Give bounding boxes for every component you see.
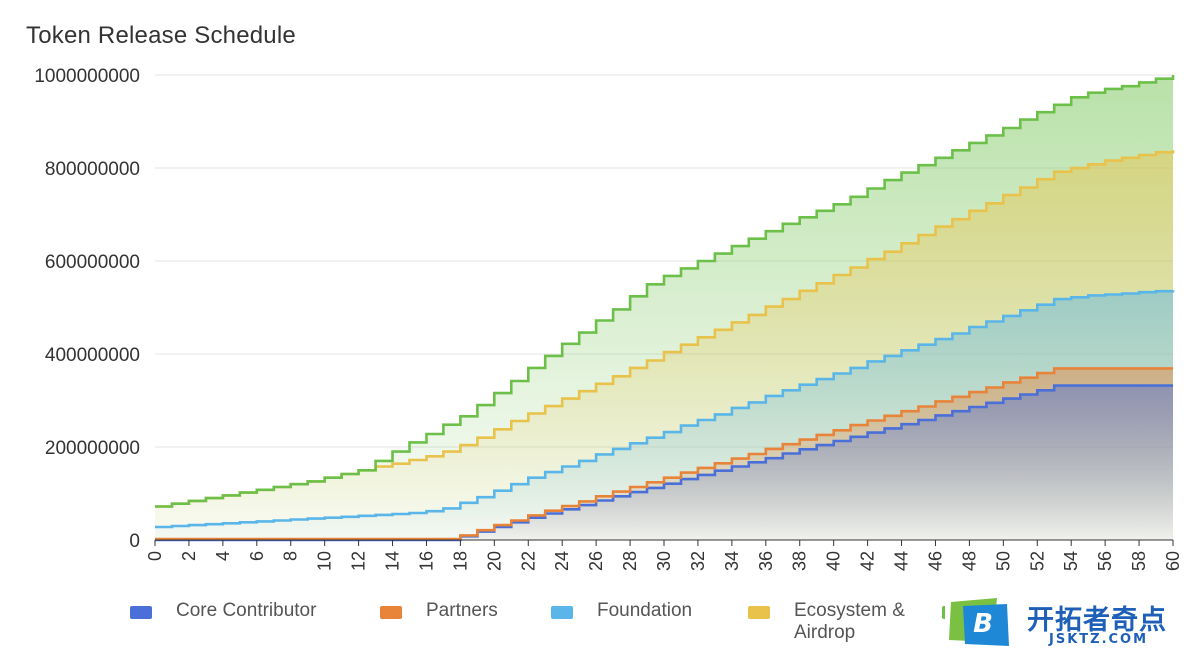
x-tick-label: 10 <box>315 551 335 571</box>
x-tick-label: 44 <box>892 551 912 571</box>
x-tick-label: 32 <box>688 551 708 571</box>
x-tick-label: 56 <box>1095 551 1115 571</box>
x-tick-label: 0 <box>145 551 165 561</box>
x-tick-label: 54 <box>1061 551 1081 571</box>
x-tick-label: 16 <box>416 551 436 571</box>
x-tick-label: 46 <box>925 551 945 571</box>
x-tick-label: 40 <box>824 551 844 571</box>
x-tick-label: 42 <box>858 551 878 571</box>
legend-item-partners[interactable]: Partners <box>380 600 498 622</box>
x-tick-label: 38 <box>790 551 810 571</box>
legend-label: Core Contributor <box>176 600 317 621</box>
x-tick-label: 58 <box>1129 551 1149 571</box>
line-series-5 <box>155 75 1175 508</box>
x-tick-label: 30 <box>654 551 674 571</box>
watermark: B 开拓者奇点 JSKTZ.COM <box>945 594 1190 652</box>
x-tick-label: 36 <box>756 551 776 571</box>
x-tick-label: 6 <box>247 551 267 561</box>
legend-swatch <box>551 606 573 619</box>
chart-legend: Core Contributor Partners Foundation Eco… <box>0 600 1200 658</box>
x-tick-label: 48 <box>959 551 979 571</box>
x-tick-label: 22 <box>518 551 538 571</box>
legend-swatch <box>748 606 770 619</box>
watermark-logo-icon: B <box>949 598 1009 646</box>
y-tick-label: 200000000 <box>45 438 140 459</box>
x-tick-label: 26 <box>586 551 606 571</box>
x-tick-label: 60 <box>1163 551 1183 571</box>
legend-item-core-contributor[interactable]: Core Contributor <box>130 600 316 622</box>
y-tick-label: 800000000 <box>45 159 140 180</box>
chart-area: 0200000000400000000600000000800000000100… <box>34 66 1183 571</box>
watermark-text: 开拓者奇点 <box>1027 605 1167 636</box>
x-tick-label: 20 <box>484 551 504 571</box>
y-tick-label: 1000000000 <box>34 66 140 87</box>
legend-label: Ecosystem & Airdrop <box>794 600 905 643</box>
y-tick-label: 0 <box>129 531 140 552</box>
chart-title: Token Release Schedule <box>26 22 296 49</box>
line-partners <box>155 367 1173 541</box>
x-tick-label: 2 <box>179 551 199 561</box>
legend-label: Foundation <box>597 600 693 621</box>
x-tick-label: 12 <box>349 551 369 571</box>
y-tick-label: 400000000 <box>45 345 140 366</box>
x-tick-label: 18 <box>450 551 470 571</box>
line-foundation <box>155 289 1175 529</box>
x-tick-label: 24 <box>552 551 572 571</box>
x-tick-label: 4 <box>213 551 233 561</box>
x-tick-label: 14 <box>383 551 403 571</box>
x-tick-label: 34 <box>722 551 742 571</box>
svg-text:B: B <box>973 609 993 639</box>
legend-item-ecosystem-airdrop[interactable]: Ecosystem & Airdrop <box>748 600 905 644</box>
watermark-url: JSKTZ.COM <box>1049 632 1149 647</box>
legend-swatch <box>380 606 402 619</box>
x-tick-label: 50 <box>993 551 1013 571</box>
legend-swatch <box>130 606 152 619</box>
x-tick-label: 28 <box>620 551 640 571</box>
legend-label: Partners <box>426 600 498 621</box>
legend-item-foundation[interactable]: Foundation <box>551 600 692 622</box>
y-tick-label: 600000000 <box>45 252 140 273</box>
x-tick-label: 8 <box>281 551 301 561</box>
x-tick-label: 52 <box>1027 551 1047 571</box>
